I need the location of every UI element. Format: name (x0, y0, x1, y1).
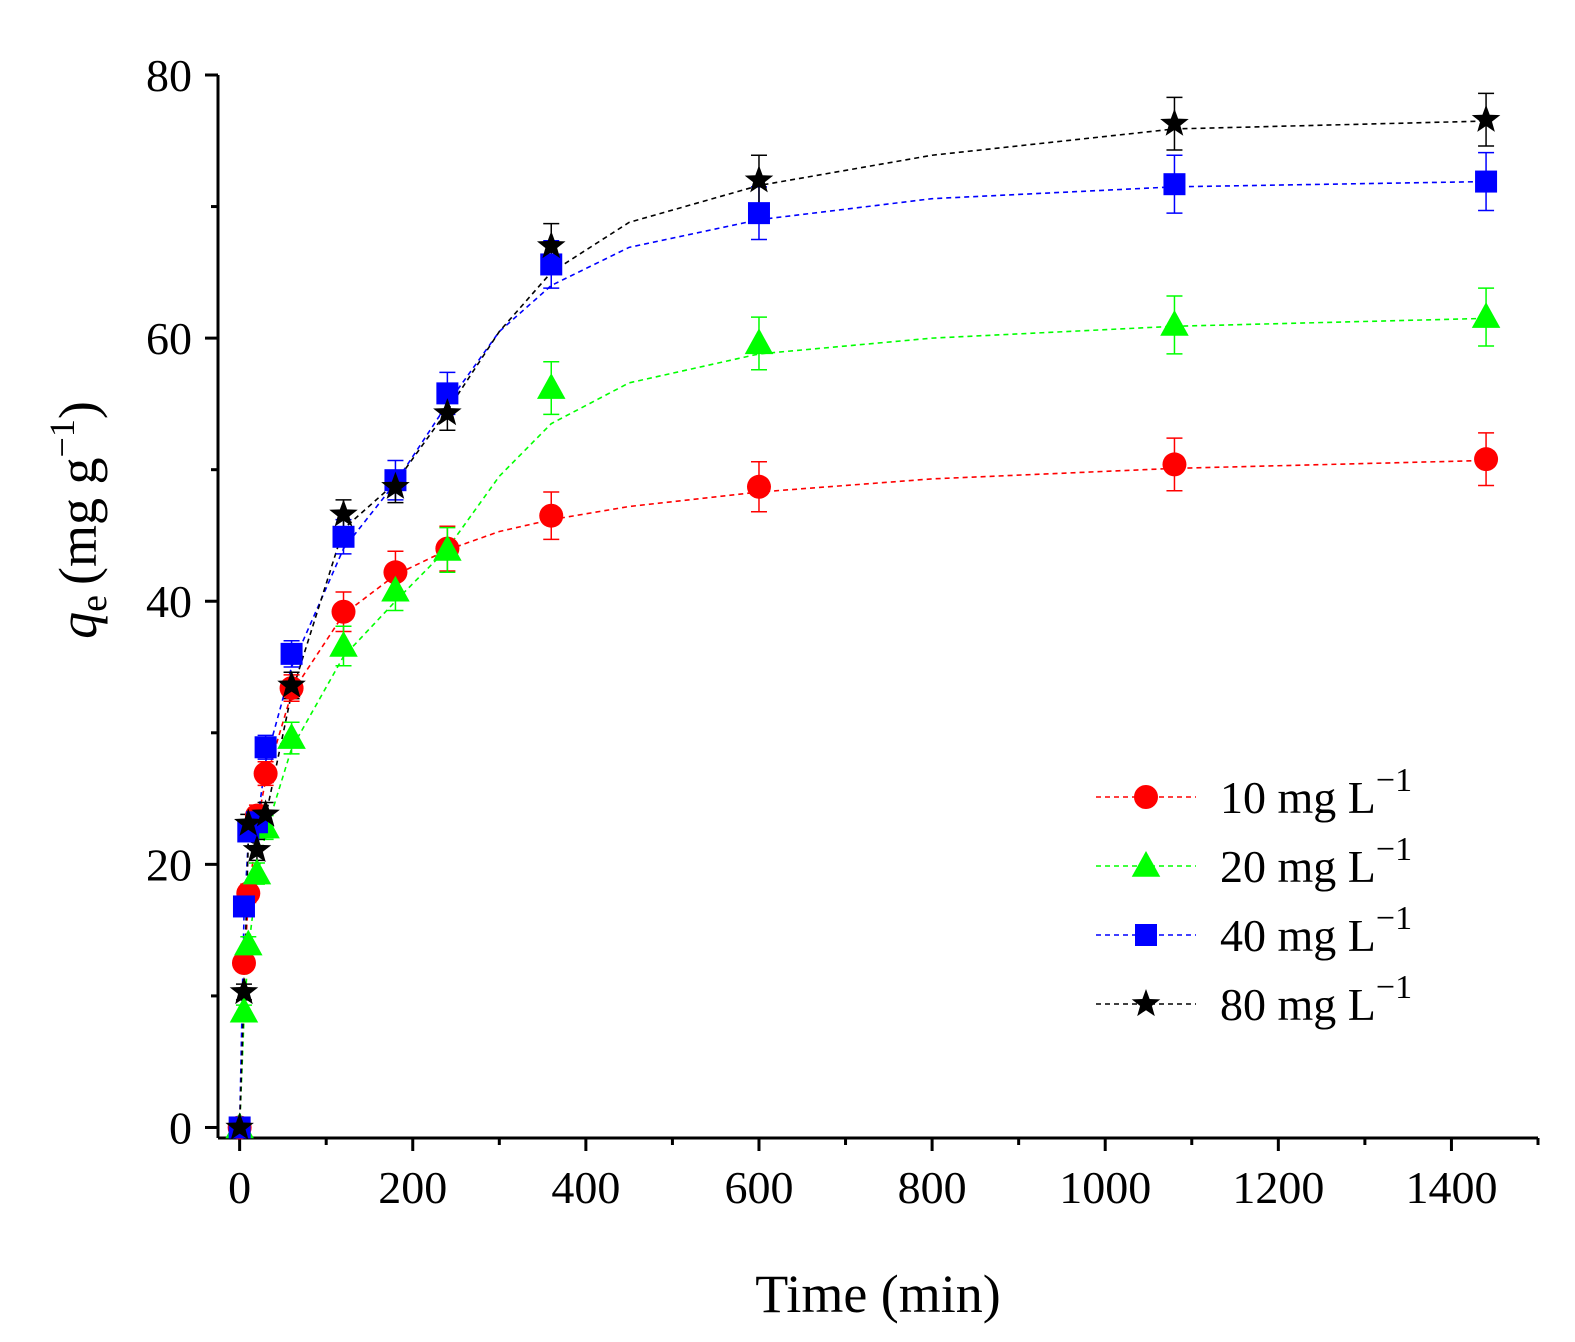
data-point-series-2 (433, 534, 462, 561)
data-point-series-1 (746, 474, 771, 499)
data-point-series-1 (539, 503, 564, 528)
legend-label-exponent: −1 (1376, 831, 1412, 868)
data-point-series-4 (234, 808, 263, 836)
x-tick-label: 1400 (1405, 1162, 1497, 1213)
data-point-series-2 (242, 858, 272, 885)
data-point-series-2 (329, 630, 358, 657)
data-point-series-2 (1471, 302, 1501, 328)
y-axis-exponent: −1 (42, 419, 82, 457)
data-point-series-2 (277, 723, 306, 749)
data-point-series-4 (329, 499, 358, 527)
data-point-series-4 (536, 231, 566, 259)
data-point-series-3 (747, 202, 770, 225)
data-point-series-1 (1162, 452, 1187, 477)
data-point-series-3 (232, 895, 255, 918)
data-point-series-4 (1471, 104, 1501, 132)
data-point-series-4 (242, 834, 272, 863)
y-tick-label: 40 (146, 576, 192, 627)
legend: 10 mg L−120 mg L−140 mg L−180 mg L−1 (1096, 762, 1412, 1030)
x-tick-label: 200 (378, 1162, 447, 1213)
data-point-series-3 (332, 525, 355, 548)
fit-lines (238, 120, 1487, 1128)
data-point-series-2 (229, 996, 259, 1023)
data-point-series-4 (229, 976, 259, 1005)
legend-marker (1135, 924, 1157, 946)
data-point-series-1 (331, 599, 356, 624)
legend-marker (1131, 989, 1161, 1017)
legend-marker (1134, 785, 1158, 809)
y-tick-label: 20 (146, 839, 192, 890)
legend-label-exponent: −1 (1376, 762, 1412, 799)
data-point-series-4 (1160, 108, 1189, 136)
legend-label-exponent: −1 (1376, 900, 1412, 937)
legend-label: 10 mg L−1 (1220, 762, 1412, 823)
data-point-series-4 (381, 471, 410, 499)
fit-line-series-2 (238, 317, 1487, 1128)
fit-line-series-4 (238, 120, 1487, 1128)
legend-label: 80 mg L−1 (1220, 969, 1412, 1030)
data-point-series-2 (744, 328, 774, 355)
data-point-series-1 (231, 951, 256, 976)
legend-label: 40 mg L−1 (1220, 900, 1412, 961)
data-point-series-3 (1163, 173, 1186, 196)
data-point-series-3 (254, 736, 277, 759)
data-point-series-4 (277, 670, 306, 698)
legend-label: 20 mg L−1 (1220, 831, 1412, 892)
axes (216, 75, 1538, 1140)
y-tick-label: 80 (146, 50, 192, 101)
data-point-series-3 (280, 642, 303, 665)
data-point-series-4 (744, 165, 774, 193)
data-point-series-1 (383, 560, 408, 585)
legend-label-text: 80 mg L (1220, 979, 1376, 1030)
data-point-series-3 (540, 253, 563, 276)
data-point-series-3 (1475, 170, 1498, 193)
data-point-series-2 (234, 929, 263, 956)
legend-label-text: 10 mg L (1220, 772, 1376, 823)
y-tick-label: 0 (169, 1102, 192, 1153)
y-axis-symbol: q (48, 612, 108, 639)
ticks: 0 200 400 600 800 1000 1200 1400 0 20 40 60 80 (146, 50, 1540, 1213)
data-point-series-2 (1160, 309, 1189, 336)
data-point-series-4 (225, 1112, 254, 1140)
legend-label-text: 40 mg L (1220, 910, 1376, 961)
data-point-series-4 (251, 799, 280, 827)
x-tick-label: 0 (228, 1162, 251, 1213)
legend-marker (1131, 851, 1161, 877)
y-axis-subscript: e (73, 595, 115, 612)
x-tick-label: 1200 (1232, 1162, 1324, 1213)
legend-label-text: 20 mg L (1220, 841, 1376, 892)
x-tick-label: 400 (551, 1162, 620, 1213)
y-axis-title: qe (mg g−1) (42, 401, 115, 639)
x-tick-label: 1000 (1059, 1162, 1151, 1213)
data-point-series-4 (433, 398, 462, 426)
data-point-series-2 (536, 373, 566, 399)
x-tick-label: 800 (898, 1162, 967, 1213)
legend-label-exponent: −1 (1376, 969, 1412, 1006)
data-point-series-1 (1474, 447, 1499, 472)
data-point-series-3 (436, 382, 459, 405)
y-tick-label: 60 (146, 313, 192, 364)
x-tick-label: 600 (724, 1162, 793, 1213)
data-point-series-1 (253, 761, 278, 786)
y-axis-units: (mg g (48, 457, 108, 585)
data-point-series-2 (381, 575, 410, 602)
markers (225, 104, 1501, 1140)
x-axis-title: Time (min) (755, 1264, 1001, 1324)
y-axis-close: ) (48, 401, 108, 419)
